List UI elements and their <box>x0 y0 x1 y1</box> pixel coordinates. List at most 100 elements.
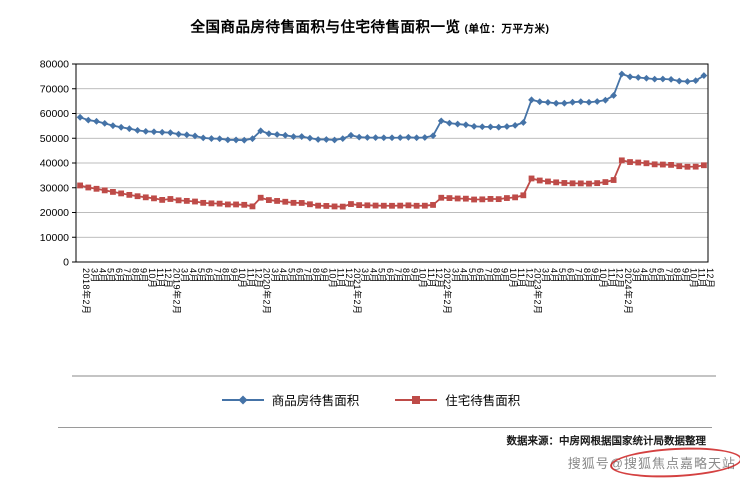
legend-label-commercial: 商品房待售面积 <box>271 394 360 408</box>
chart-legend: 商品房待售面积 住宅待售面积 <box>0 390 740 409</box>
svg-text:11月: 11月 <box>155 268 165 288</box>
svg-text:7月: 7月 <box>303 268 313 283</box>
svg-text:30000: 30000 <box>40 182 69 194</box>
svg-text:7月: 7月 <box>664 268 674 283</box>
svg-text:10月: 10月 <box>327 268 337 289</box>
svg-text:3月: 3月 <box>89 268 99 283</box>
svg-text:10000: 10000 <box>40 232 69 244</box>
svg-text:5月: 5月 <box>196 268 206 283</box>
svg-text:3月: 3月 <box>541 268 551 283</box>
svg-text:11月: 11月 <box>516 268 526 288</box>
svg-text:5月: 5月 <box>106 268 116 283</box>
svg-text:9月: 9月 <box>680 268 690 283</box>
svg-text:10月: 10月 <box>237 268 247 289</box>
svg-text:3月: 3月 <box>360 268 370 283</box>
svg-text:5月: 5月 <box>286 268 296 283</box>
svg-text:8月: 8月 <box>672 268 682 283</box>
svg-text:7月: 7月 <box>212 268 222 283</box>
svg-text:8月: 8月 <box>582 268 592 283</box>
svg-text:10月: 10月 <box>418 268 428 289</box>
svg-text:2022年2月: 2022年2月 <box>442 268 453 315</box>
svg-text:80000: 80000 <box>40 59 69 71</box>
svg-text:8月: 8月 <box>311 268 321 283</box>
svg-text:4月: 4月 <box>639 268 649 283</box>
svg-text:2021年2月: 2021年2月 <box>352 268 363 315</box>
svg-text:60000: 60000 <box>40 108 69 120</box>
legend-diamond-marker-icon <box>221 395 264 404</box>
svg-text:4月: 4月 <box>98 268 108 283</box>
chart-title-main: 全国商品房待售面积与住宅待售面积一览 <box>190 20 461 36</box>
svg-text:4月: 4月 <box>188 268 198 283</box>
svg-text:4月: 4月 <box>459 268 469 283</box>
chart-plot: 0 10000 20000 30000 40000 50000 60000 70000 8000… <box>40 59 716 377</box>
svg-text:9月: 9月 <box>319 268 329 283</box>
data-source-note: 数据来源：中房网根据国家统计局数据整理 <box>506 435 707 447</box>
svg-text:7月: 7月 <box>483 268 493 283</box>
svg-text:6月: 6月 <box>656 268 666 283</box>
svg-text:6月: 6月 <box>204 268 214 283</box>
svg-text:5月: 5月 <box>467 268 477 283</box>
svg-text:9月: 9月 <box>590 268 600 283</box>
svg-text:0: 0 <box>63 257 69 269</box>
svg-text:6月: 6月 <box>475 268 485 283</box>
svg-text:11月: 11月 <box>606 268 616 288</box>
svg-text:9月: 9月 <box>229 268 239 283</box>
watermark-text: 搜狐号@搜狐焦点嘉略天站 <box>567 456 736 471</box>
svg-text:2020年2月: 2020年2月 <box>262 268 273 315</box>
svg-text:6月: 6月 <box>565 268 575 283</box>
svg-text:11月: 11月 <box>697 268 707 288</box>
legend-item-residential: 住宅待售面积 <box>393 390 520 409</box>
svg-text:2018年2月: 2018年2月 <box>81 268 92 315</box>
svg-text:12月: 12月 <box>524 268 534 289</box>
svg-text:5月: 5月 <box>647 268 657 283</box>
legend-label-residential: 住宅待售面积 <box>445 394 521 408</box>
svg-text:12月: 12月 <box>163 268 173 289</box>
svg-text:11月: 11月 <box>426 268 436 288</box>
svg-text:9月: 9月 <box>139 268 149 283</box>
svg-text:12月: 12月 <box>253 268 263 289</box>
svg-text:7月: 7月 <box>122 268 132 283</box>
svg-text:8月: 8月 <box>130 268 140 283</box>
svg-text:50000: 50000 <box>40 133 69 145</box>
svg-text:2019年2月: 2019年2月 <box>171 268 182 315</box>
svg-text:4月: 4月 <box>278 268 288 283</box>
svg-text:7月: 7月 <box>574 268 584 283</box>
svg-text:4月: 4月 <box>368 268 378 283</box>
svg-text:2024年2月: 2024年2月 <box>623 268 634 315</box>
svg-text:6月: 6月 <box>385 268 395 283</box>
svg-text:40000: 40000 <box>40 158 69 170</box>
svg-text:5月: 5月 <box>377 268 387 283</box>
svg-text:3月: 3月 <box>631 268 641 283</box>
svg-text:12月: 12月 <box>344 268 354 289</box>
svg-text:10月: 10月 <box>147 268 157 289</box>
svg-text:2023年2月: 2023年2月 <box>533 268 544 315</box>
watermark: 搜狐号@搜狐焦点嘉略天站 <box>567 444 740 480</box>
chart-title: 全国商品房待售面积与住宅待售面积一览 (单位：万平方米) <box>0 16 740 37</box>
svg-text:3月: 3月 <box>450 268 460 283</box>
svg-text:3月: 3月 <box>180 268 190 283</box>
legend-square-marker-icon <box>395 395 438 404</box>
svg-text:8月: 8月 <box>491 268 501 283</box>
svg-text:70000: 70000 <box>40 83 69 95</box>
svg-text:11月: 11月 <box>336 268 346 288</box>
svg-text:9月: 9月 <box>500 268 510 283</box>
svg-text:6月: 6月 <box>295 268 305 283</box>
svg-text:6月: 6月 <box>114 268 124 283</box>
svg-text:10月: 10月 <box>598 268 608 289</box>
svg-text:12月: 12月 <box>434 268 444 289</box>
svg-text:7月: 7月 <box>393 268 403 283</box>
svg-text:3月: 3月 <box>270 268 280 283</box>
svg-text:5月: 5月 <box>557 268 567 283</box>
svg-text:20000: 20000 <box>40 207 69 219</box>
svg-text:9月: 9月 <box>409 268 419 283</box>
legend-item-commercial: 商品房待售面积 <box>220 390 360 409</box>
svg-text:8月: 8月 <box>401 268 411 283</box>
svg-text:12月: 12月 <box>705 268 715 289</box>
svg-text:11月: 11月 <box>245 268 255 288</box>
svg-text:12月: 12月 <box>615 268 625 289</box>
footer-divider <box>58 427 712 428</box>
svg-text:10月: 10月 <box>508 268 518 289</box>
svg-text:8月: 8月 <box>221 268 231 283</box>
chart-title-unit: (单位：万平方米) <box>464 23 550 35</box>
svg-text:10月: 10月 <box>688 268 698 289</box>
